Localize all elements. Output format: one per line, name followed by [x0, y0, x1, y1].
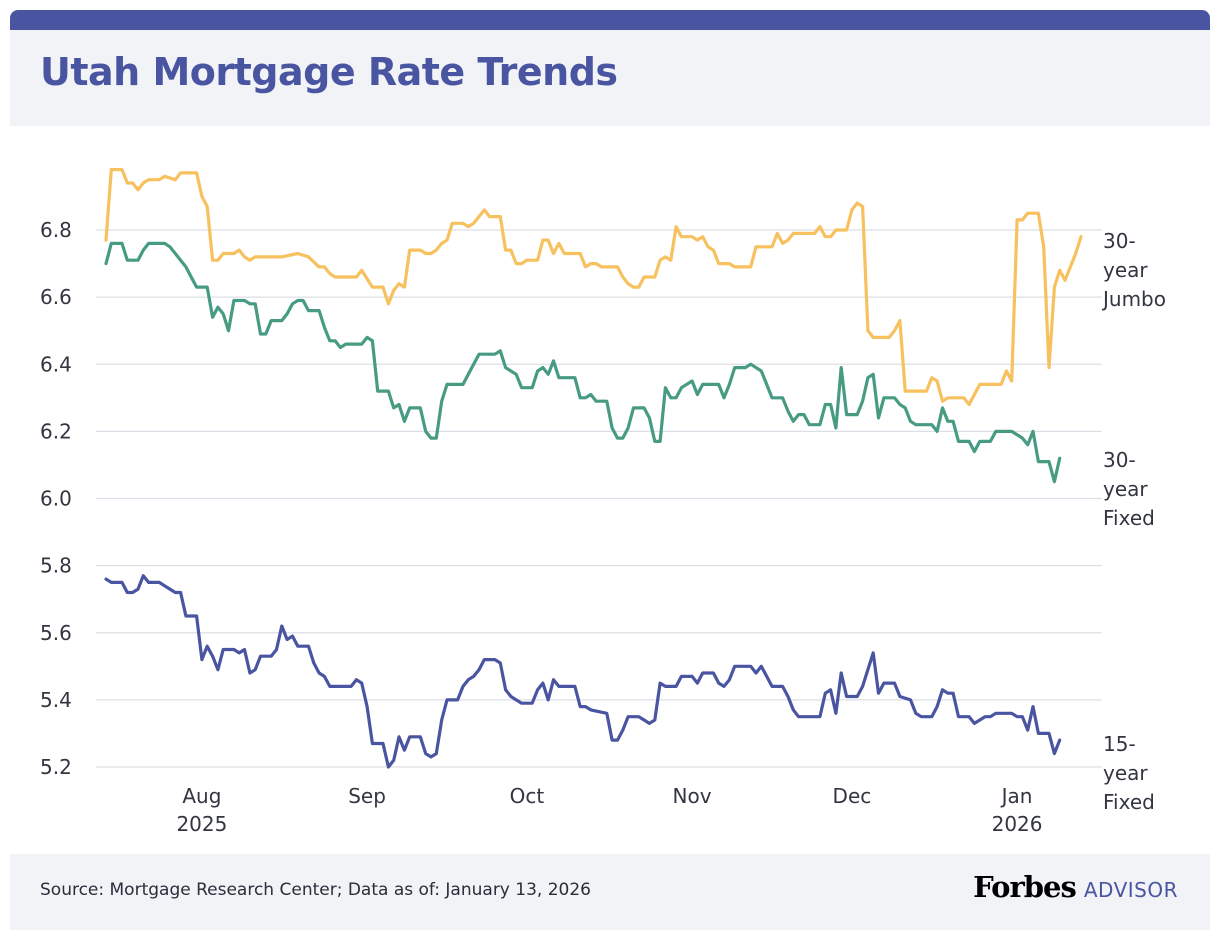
y-tick-label: 6.6: [40, 285, 72, 309]
chart-footer: Source: Mortgage Research Center; Data a…: [10, 854, 1210, 930]
y-tick-label: 5.2: [40, 755, 72, 779]
y-tick-label: 6.0: [40, 487, 72, 511]
y-tick-label: 5.8: [40, 554, 72, 578]
series-line-30-year-fixed: [104, 241, 1062, 484]
grid-layer: [96, 229, 1102, 768]
series-labels: 30-year Jumbo 30-year Fixed 15-year Fixed: [1101, 229, 1166, 814]
y-tick-label: 5.4: [40, 688, 72, 712]
advisor-wordmark: ADVISOR: [1083, 878, 1178, 902]
y-tick-label: 6.4: [40, 352, 72, 376]
y-tick-label: 6.2: [40, 419, 72, 443]
series-line-30-year-jumbo: [104, 168, 1083, 407]
x-tick-label: Aug: [182, 784, 221, 808]
x-tick-label: Jan: [1000, 784, 1033, 808]
x-tick-label: Dec: [833, 784, 872, 808]
series-layer: [104, 168, 1083, 769]
source-note: Source: Mortgage Research Center; Data a…: [40, 880, 591, 900]
x-tick-year-label: 2026: [992, 812, 1043, 836]
x-tick-year-label: 2025: [176, 812, 227, 836]
forbes-wordmark: Forbes: [973, 870, 1077, 904]
header-accent-bar: [10, 10, 1210, 30]
y-tick-label: 6.8: [40, 218, 72, 242]
forbes-advisor-logo: Forbes ADVISOR: [973, 870, 1178, 904]
series-label-15-year-fixed: 15-year Fixed: [1103, 732, 1155, 814]
series-label-30-year-fixed: 30-year Fixed: [1103, 448, 1155, 530]
series-line-15-year-fixed: [104, 574, 1062, 769]
series-label-30-year-jumbo: 30-year Jumbo: [1101, 229, 1166, 311]
x-tick-label: Nov: [673, 784, 712, 808]
page-title: Utah Mortgage Rate Trends: [40, 50, 618, 94]
x-tick-label: Oct: [510, 784, 545, 808]
chart-header: Utah Mortgage Rate Trends: [10, 30, 1210, 126]
x-tick-label: Sep: [348, 784, 386, 808]
x-axis: Aug 2025 Sep Oct Nov Dec Jan 2026: [176, 784, 1042, 836]
y-axis: 6.8 6.6 6.4 6.2 6.0 5.8 5.6 5.4 5.2: [40, 218, 72, 779]
y-tick-label: 5.6: [40, 621, 72, 645]
